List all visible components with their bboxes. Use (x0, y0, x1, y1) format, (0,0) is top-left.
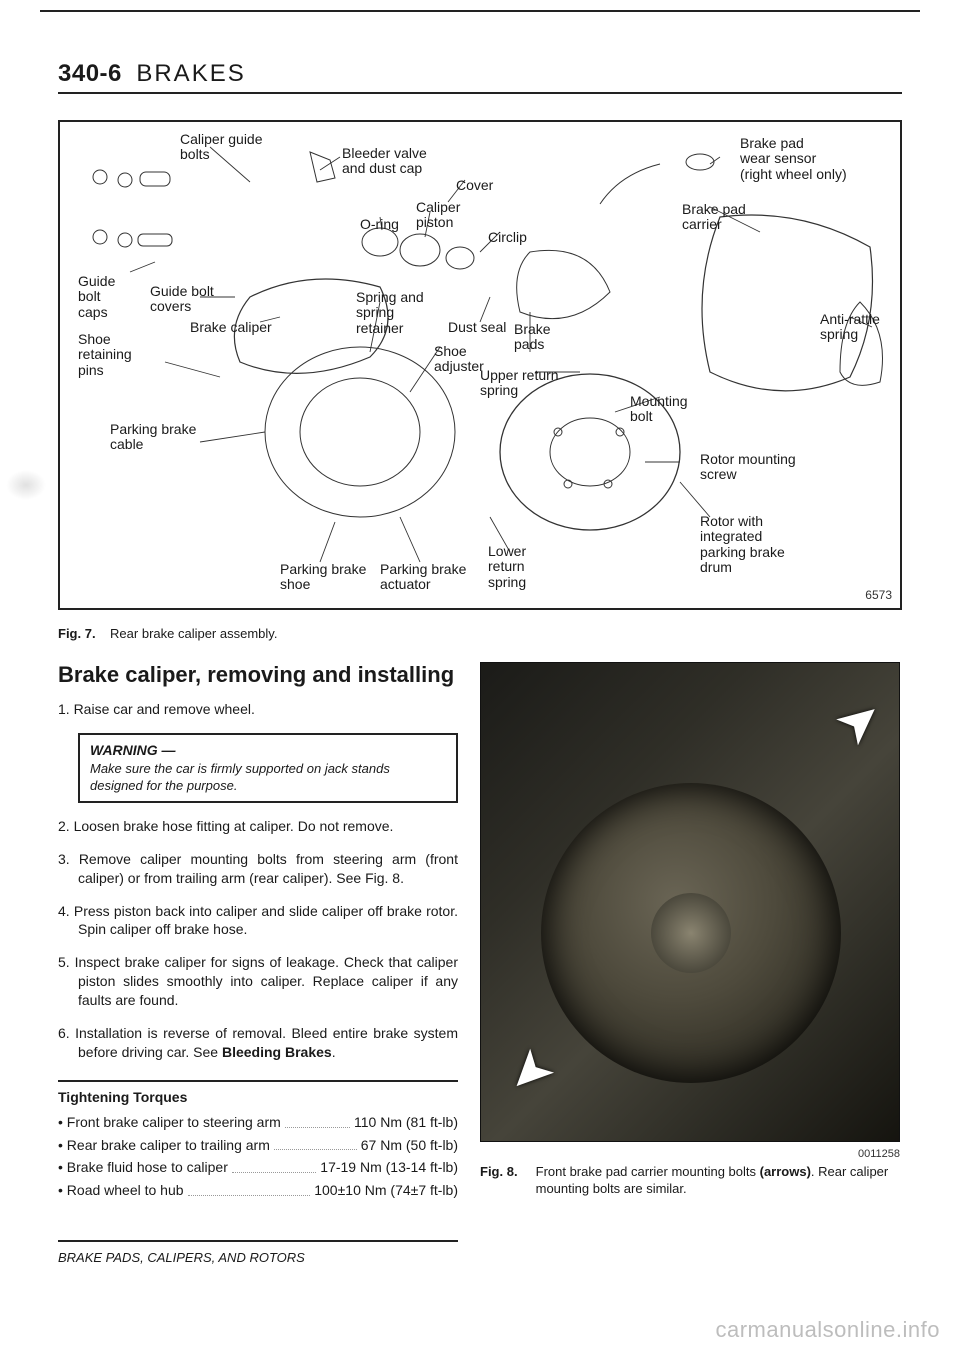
step-6b: Bleeding Brakes (222, 1044, 332, 1060)
dots-icon (285, 1113, 350, 1128)
fig8-label: Fig. 8. (480, 1164, 532, 1181)
torque-list: • Front brake caliper to steering arm 11… (58, 1113, 458, 1201)
dots-icon (274, 1136, 357, 1151)
torque-row: • Front brake caliper to steering arm 11… (58, 1113, 458, 1132)
dots-icon (188, 1181, 311, 1196)
warning-body: Make sure the car is firmly supported on… (90, 760, 446, 795)
dots-icon (232, 1158, 316, 1173)
label-mounting-bolt: Mounting bolt (630, 394, 688, 425)
torque-label: • Brake fluid hose to caliper (58, 1158, 228, 1177)
page-header: 340-6 BRAKES (58, 60, 902, 94)
fig7-diagram: Caliper guide bolts Bleeder valve and du… (60, 122, 900, 608)
torque-title: Tightening Torques (58, 1088, 458, 1107)
label-caliper-piston: Caliper piston (416, 200, 460, 231)
label-wear-sensor: Brake pad wear sensor (right wheel only) (740, 136, 847, 182)
label-spring-retainer: Spring and spring retainer (356, 290, 424, 336)
label-oring: O-ring (360, 217, 399, 232)
page-number: 340-6 (58, 60, 122, 87)
label-guide-bolt-caps: Guide bolt caps (78, 274, 115, 320)
label-parking-brake-actuator: Parking brake actuator (380, 562, 466, 593)
top-rule (40, 10, 920, 12)
section-title: BRAKES (136, 60, 245, 87)
procedure-heading: Brake caliper, removing and installing (58, 662, 454, 688)
fig8-text-b: (arrows) (760, 1164, 811, 1179)
fig7-label: Fig. 7. (58, 626, 96, 641)
torque-rule (58, 1080, 458, 1082)
footer-rule (58, 1240, 458, 1242)
label-brake-caliper: Brake caliper (190, 320, 272, 335)
diagram-id: 6573 (865, 589, 892, 602)
label-parking-brake-cable: Parking brake cable (110, 422, 196, 453)
torque-row: • Rear brake caliper to trailing arm 67 … (58, 1136, 458, 1155)
torque-row: • Brake fluid hose to caliper 17-19 Nm (… (58, 1158, 458, 1177)
fig7-caption: Fig. 7. Rear brake caliper assembly. (58, 626, 277, 641)
label-pad-carrier: Brake pad carrier (682, 202, 746, 233)
torque-label: • Road wheel to hub (58, 1181, 184, 1200)
torque-value: 67 Nm (50 ft-lb) (361, 1136, 458, 1155)
label-upper-return-spring: Upper return spring (480, 368, 559, 399)
photo-hub (651, 893, 731, 973)
step-6: 6. Installation is reverse of removal. B… (58, 1024, 458, 1062)
torque-value: 110 Nm (81 ft-lb) (354, 1113, 458, 1132)
torque-value: 17-19 Nm (13-14 ft-lb) (320, 1158, 458, 1177)
label-rotor-mounting-screw: Rotor mounting screw (700, 452, 796, 483)
torque-value: 100±10 Nm (74±7 ft-lb) (314, 1181, 458, 1200)
label-anti-rattle-spring: Anti-rattle spring (820, 312, 880, 343)
arrow-icon: ➤ (825, 687, 892, 756)
step-4: 4. Press piston back into caliper and sl… (58, 902, 458, 940)
photo-id: 0011258 (480, 1148, 900, 1160)
label-caliper-guide-bolts: Caliper guide bolts (180, 132, 263, 163)
label-shoe-retaining-pins: Shoe retaining pins (78, 332, 132, 378)
fig8-text-a: Front brake pad carrier mounting bolts (536, 1164, 760, 1179)
footer-text: BRAKE PADS, CALIPERS, AND ROTORS (58, 1250, 305, 1265)
torque-row: • Road wheel to hub 100±10 Nm (74±7 ft-l… (58, 1181, 458, 1200)
torque-label: • Front brake caliper to steering arm (58, 1113, 281, 1132)
step-5: 5. Inspect brake caliper for signs of le… (58, 953, 458, 1010)
step-2: 2. Loosen brake hose fitting at caliper.… (58, 817, 458, 836)
fig7-diagram-frame: Caliper guide bolts Bleeder valve and du… (58, 120, 902, 610)
label-shoe-adjuster: Shoe adjuster (434, 344, 484, 375)
label-rotor-integrated: Rotor with integrated parking brake drum (700, 514, 785, 576)
left-column: 1. Raise car and remove wheel. WARNING —… (58, 700, 458, 1204)
label-guide-bolt-covers: Guide bolt covers (150, 284, 214, 315)
fig8-caption: Fig. 8. Front brake pad carrier mounting… (480, 1164, 900, 1198)
label-lower-return-spring: Lower return spring (488, 544, 526, 590)
page-smudge (6, 470, 46, 500)
fig7-text: Rear brake caliper assembly. (110, 626, 277, 641)
torque-label: • Rear brake caliper to trailing arm (58, 1136, 270, 1155)
fig8-photo: ➤ ➤ (480, 662, 900, 1142)
watermark: carmanualsonline.info (715, 1317, 940, 1343)
label-brake-pads: Brake pads (514, 322, 551, 353)
label-dust-seal: Dust seal (448, 320, 506, 335)
warning-title: WARNING — (90, 741, 446, 760)
label-bleeder-valve: Bleeder valve and dust cap (342, 146, 427, 177)
fig8-text: Front brake pad carrier mounting bolts (… (536, 1164, 896, 1198)
step-1: 1. Raise car and remove wheel. (58, 700, 458, 719)
warning-box: WARNING — Make sure the car is firmly su… (78, 733, 458, 803)
step-3: 3. Remove caliper mounting bolts from st… (58, 850, 458, 888)
label-parking-brake-shoe: Parking brake shoe (280, 562, 366, 593)
arrow-icon: ➤ (497, 1039, 565, 1107)
label-cover: Cover (456, 178, 493, 193)
label-circlip: Circlip (488, 230, 527, 245)
